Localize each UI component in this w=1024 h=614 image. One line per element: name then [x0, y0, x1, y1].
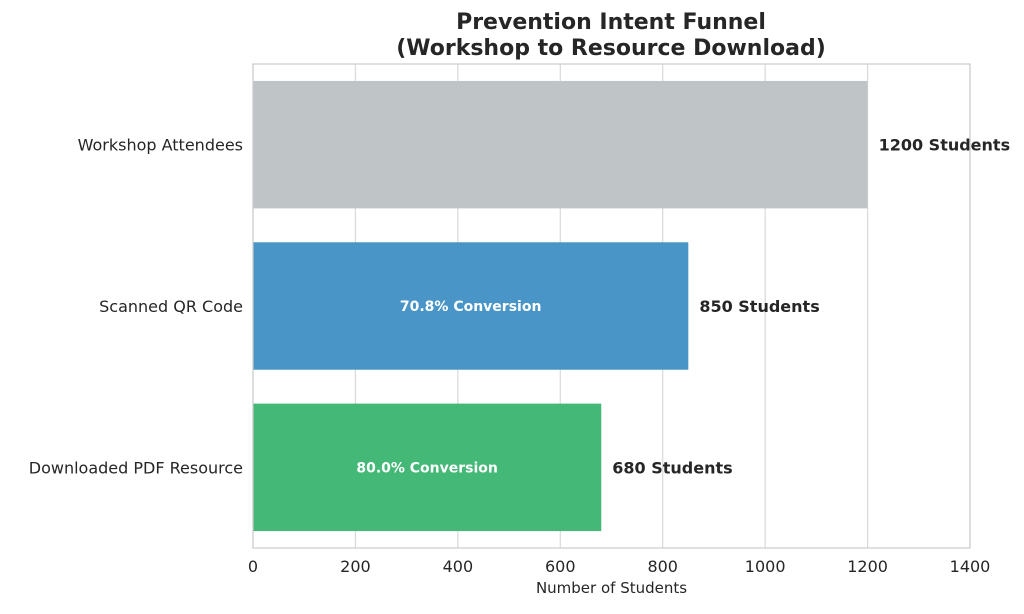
chart-title: Prevention Intent Funnel(Workshop to Res…	[396, 10, 826, 61]
x-tick-label: 1400	[950, 557, 991, 576]
x-tick-label: 200	[340, 557, 371, 576]
bar-workshop-attendees	[253, 80, 868, 209]
x-tick-label: 800	[647, 557, 678, 576]
x-tick-label: 1200	[847, 557, 888, 576]
y-tick-labels: Workshop Attendees Scanned QR Code Downloa…	[29, 136, 243, 478]
chart-title-line-2: (Workshop to Resource Download)	[396, 36, 826, 61]
y-tick-label: Workshop Attendees	[78, 136, 243, 155]
chart-title-line-1: Prevention Intent Funnel	[456, 10, 766, 35]
y-tick-label: Scanned QR Code	[99, 297, 243, 316]
value-label: 1200 Students	[879, 136, 1011, 155]
bar-labels: 1200 Students 850 Students 70.8% Conversio…	[356, 136, 1010, 478]
x-tick-labels: 0 200 400 600 800 1000 1200 1400	[248, 557, 990, 576]
bar-downloaded-pdf-resource	[253, 403, 602, 532]
x-axis-label: Number of Students	[536, 579, 687, 597]
x-tick-label: 600	[545, 557, 576, 576]
conversion-label: 70.8% Conversion	[400, 299, 542, 315]
conversion-label: 80.0% Conversion	[356, 460, 498, 476]
bars	[253, 80, 868, 532]
x-tick-label: 400	[443, 557, 474, 576]
bar-scanned-qr-code	[253, 242, 689, 370]
y-tick-label: Downloaded PDF Resource	[29, 458, 243, 477]
x-tick-label: 0	[248, 557, 258, 576]
plot-frame	[252, 63, 971, 549]
value-label: 850 Students	[699, 297, 819, 316]
value-label: 680 Students	[612, 458, 732, 477]
x-tick-label: 1000	[745, 557, 786, 576]
